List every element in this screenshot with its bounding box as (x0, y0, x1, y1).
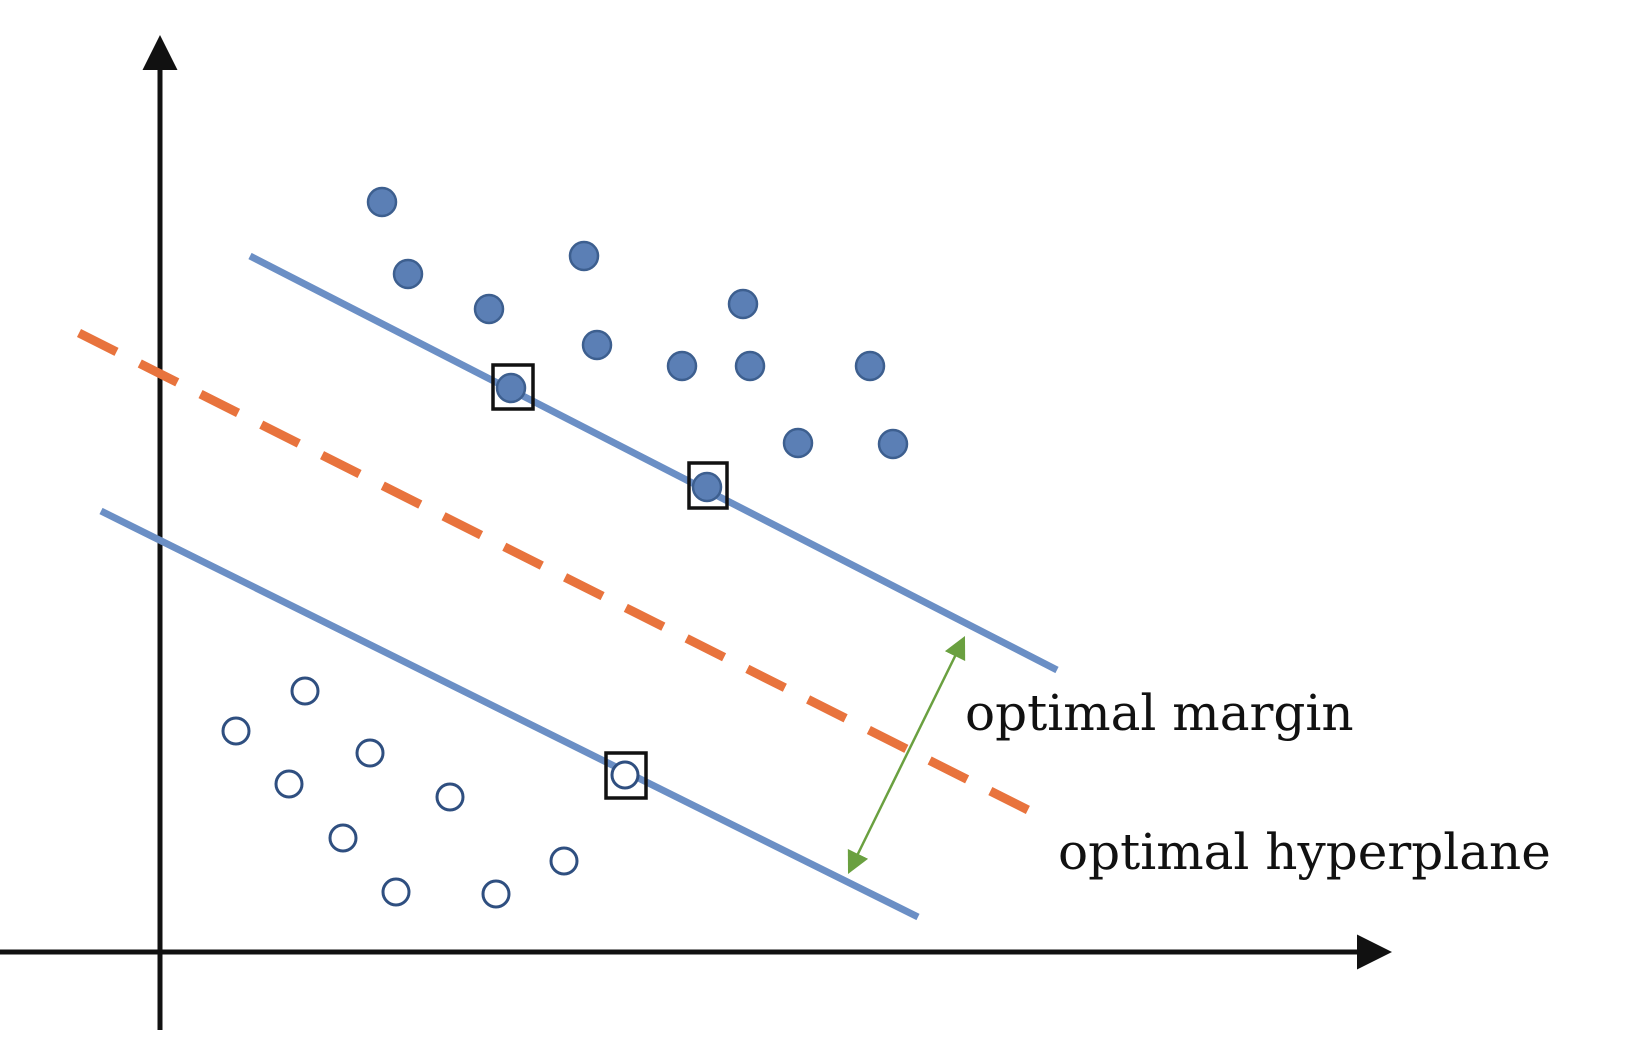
class-a-point (666, 350, 698, 382)
class-a-point (854, 350, 886, 382)
support-vector-box (491, 363, 535, 411)
class-b-point (481, 879, 511, 909)
class-a-point (782, 427, 814, 459)
class-a-point (734, 350, 766, 382)
optimal-hyperplane-label: optimal hyperplane (1058, 823, 1551, 881)
class-a-point (877, 428, 909, 460)
lower-margin-line (99, 507, 920, 921)
class-a-point (581, 329, 613, 361)
margin-arrow (847, 635, 966, 875)
class-b-point (435, 782, 465, 812)
class-b-point (274, 769, 304, 799)
class-a-support-point (691, 471, 723, 503)
support-vector-box (687, 461, 729, 510)
class-a-point (473, 293, 505, 325)
class-b-point (328, 823, 358, 853)
class-a-point (366, 186, 398, 218)
class-a-support-point (495, 372, 527, 404)
class-a-point (392, 258, 424, 290)
class-b-point (549, 846, 579, 876)
support-vector-box (604, 751, 648, 800)
class-b-point (221, 716, 251, 746)
class-a-point (727, 288, 759, 320)
class-b-point (381, 877, 411, 907)
class-b-point (355, 738, 385, 768)
upper-margin-line (248, 252, 1059, 674)
class-b-point (290, 676, 320, 706)
class-b-support-point (610, 760, 640, 790)
class-a-points (366, 186, 909, 503)
class-a-point (568, 240, 600, 272)
optimal-margin-label: optimal margin (965, 684, 1354, 742)
class-b-points (221, 676, 640, 909)
